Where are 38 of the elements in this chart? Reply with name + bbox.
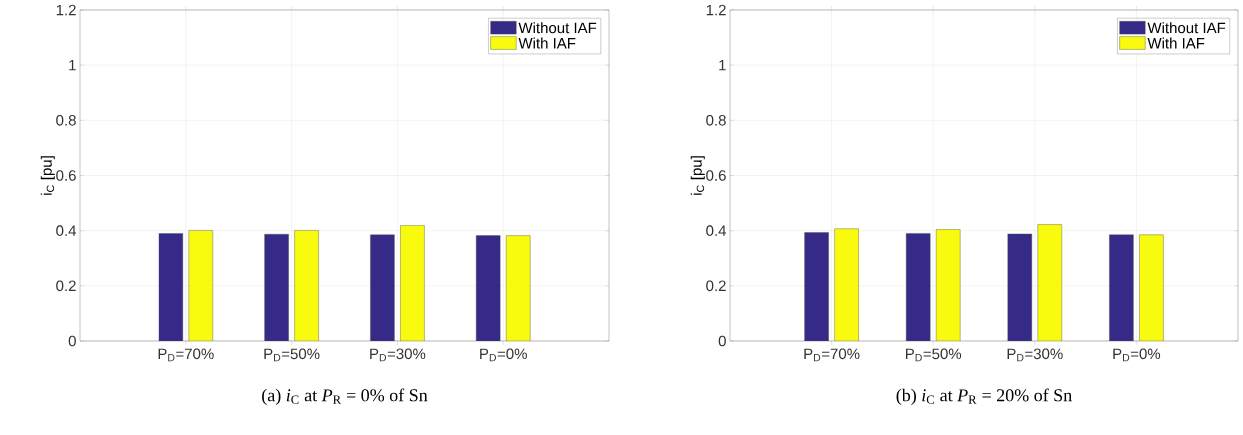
legend-label: Without IAF xyxy=(1147,22,1226,34)
x-tick-label: P$_{D}$=50% xyxy=(264,348,320,362)
y-tick-label: 1.2 xyxy=(706,4,726,16)
y-tick-label: 0.8 xyxy=(56,115,76,126)
legend-label: With IAF xyxy=(1147,37,1205,49)
x-tick-label: P$_{D}$=70% xyxy=(804,348,860,362)
y-tick-label: 0 xyxy=(68,335,76,347)
y-axis-title: i$_{C}$ [pu] xyxy=(40,156,55,195)
x-tick-label: P$_{D}$=30% xyxy=(1007,348,1063,362)
y-tick-label: 0.8 xyxy=(706,115,726,126)
legend-label: With IAF xyxy=(518,37,576,49)
bar xyxy=(834,228,859,341)
y-tick-label: 0.2 xyxy=(706,280,726,292)
y-tick-label: 0.4 xyxy=(56,225,77,236)
y-tick-label: 1 xyxy=(69,60,76,71)
x-tick-label: P$_{D}$=30% xyxy=(370,348,426,362)
y-tick-label: 0.4 xyxy=(706,225,727,236)
x-tick-label: P$_{D}$=50% xyxy=(905,348,962,362)
bar xyxy=(1037,224,1062,341)
text: (a) i$_{C}$ at P$_{R}$ = 0% of Sn xyxy=(262,388,428,406)
y-tick-label: 1 xyxy=(719,60,726,71)
x-tick-label: P$_{D}$=0% xyxy=(480,348,527,362)
bar xyxy=(1109,234,1134,341)
y-tick-label: 0.6 xyxy=(706,170,726,181)
x-tick-label: P$_{D}$=70% xyxy=(158,348,214,362)
text: (b) i$_{C}$ at P$_{R}$ = 20% of Sn xyxy=(896,388,1072,406)
bar xyxy=(936,229,961,341)
x-tick-label: P$_{D}$=0% xyxy=(1113,348,1161,362)
bar xyxy=(906,233,931,341)
y-tick-label: 0.2 xyxy=(56,280,76,292)
bar xyxy=(804,232,829,341)
legend-label: Without IAF xyxy=(518,22,597,34)
y-tick-label: 0 xyxy=(718,335,726,347)
bar xyxy=(1139,234,1164,341)
y-tick-label: 1.2 xyxy=(56,4,76,16)
bar xyxy=(1007,233,1032,341)
y-axis-title: i$_{C}$ [pu] xyxy=(690,156,705,195)
y-tick-label: 0.6 xyxy=(56,170,76,181)
